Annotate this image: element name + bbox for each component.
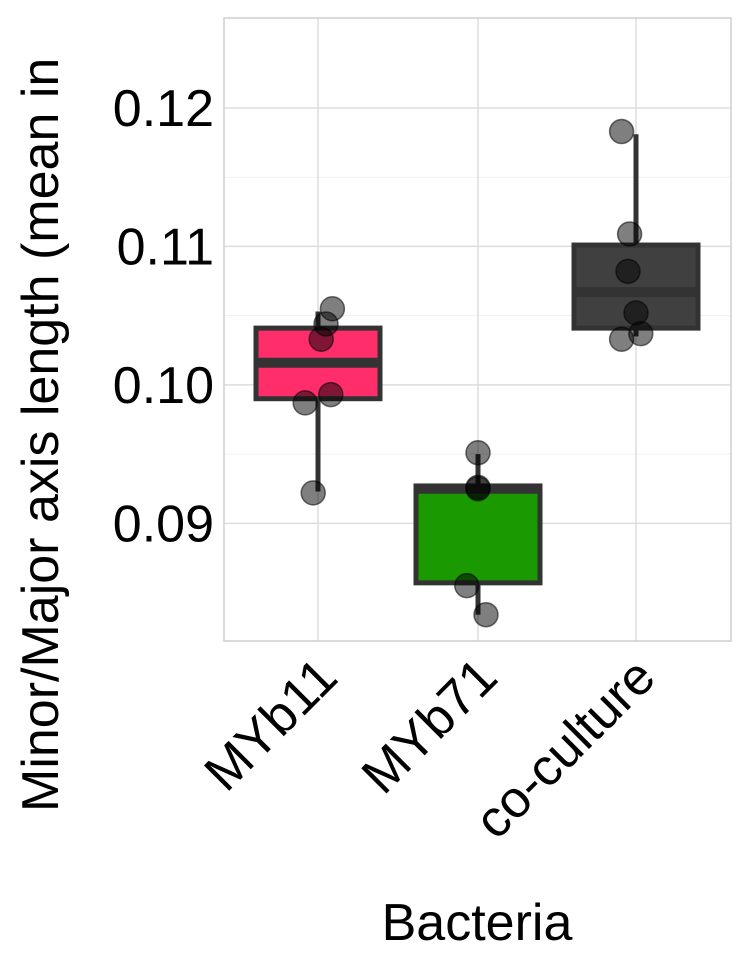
box-body <box>413 483 543 586</box>
data-point <box>465 439 491 466</box>
y-tick-label: 0.12 <box>113 80 214 138</box>
x-tick-label: MYb11 <box>194 647 349 802</box>
data-point <box>454 572 480 599</box>
data-point <box>465 475 491 502</box>
data-point <box>292 390 318 416</box>
data-point <box>308 326 334 352</box>
x-tick-label: MYb71 <box>351 647 509 805</box>
data-point <box>608 118 635 145</box>
y-tick-label: 0.11 <box>117 218 214 276</box>
plot-panel-border <box>223 17 732 642</box>
data-points <box>292 118 654 628</box>
y-axis-tick-labels: 0.09 0.10 0.11 0.12 <box>113 80 214 553</box>
y-axis-title: Minor/Major axis length (mean in <box>12 58 70 812</box>
y-tick-label: 0.10 <box>113 357 214 415</box>
data-point <box>615 258 641 285</box>
x-axis-title: Bacteria <box>382 894 573 952</box>
data-point <box>300 480 326 506</box>
y-tick-label: 0.09 <box>113 495 214 553</box>
data-point <box>623 300 649 326</box>
data-point <box>473 601 499 628</box>
data-point <box>608 326 635 352</box>
data-point <box>318 381 344 408</box>
data-point <box>616 221 643 247</box>
